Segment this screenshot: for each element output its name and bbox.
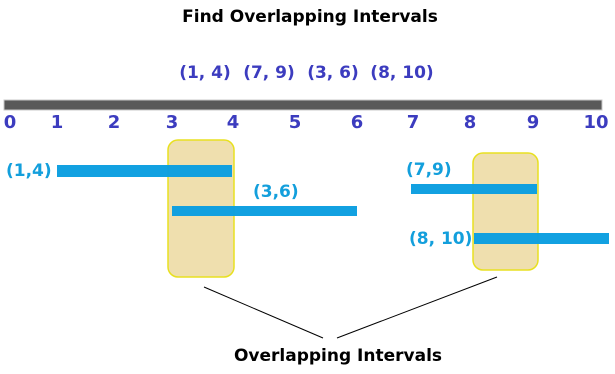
interval-bar bbox=[172, 206, 357, 216]
input-interval: (7, 9) bbox=[243, 63, 295, 83]
pointer-line bbox=[203, 286, 324, 339]
interval-label: (8, 10) bbox=[409, 229, 472, 249]
interval-bar bbox=[474, 233, 609, 244]
interval-label: (7,9) bbox=[406, 160, 452, 180]
axis-label: 1 bbox=[51, 112, 64, 133]
axis-label: 4 bbox=[227, 112, 240, 133]
axis-label: 6 bbox=[351, 112, 364, 133]
interval-bar bbox=[411, 184, 537, 194]
pointer-line bbox=[336, 276, 498, 339]
axis-label: 9 bbox=[527, 112, 540, 133]
axis-label: 0 bbox=[4, 112, 17, 133]
axis-label: 2 bbox=[108, 112, 121, 133]
interval-label: (3,6) bbox=[253, 182, 299, 202]
title: Find Overlapping Intervals bbox=[182, 7, 438, 27]
overlap-highlight bbox=[472, 152, 539, 271]
input-interval: (8, 10) bbox=[370, 63, 433, 83]
input-interval: (3, 6) bbox=[307, 63, 359, 83]
caption: Overlapping Intervals bbox=[234, 346, 442, 366]
axis-label: 7 bbox=[407, 112, 420, 133]
number-line bbox=[3, 99, 603, 111]
axis-label: 10 bbox=[583, 112, 608, 133]
interval-label: (1,4) bbox=[6, 161, 52, 181]
interval-bar bbox=[57, 165, 232, 177]
axis-labels: 0 1 2 3 4 5 6 7 8 9 10 bbox=[4, 112, 609, 133]
input-interval: (1, 4) bbox=[179, 63, 231, 83]
axis-label: 3 bbox=[166, 112, 179, 133]
axis-label: 5 bbox=[289, 112, 302, 133]
axis-label: 8 bbox=[464, 112, 477, 133]
input-intervals: (1, 4) (7, 9) (3, 6) (8, 10) bbox=[179, 63, 433, 83]
